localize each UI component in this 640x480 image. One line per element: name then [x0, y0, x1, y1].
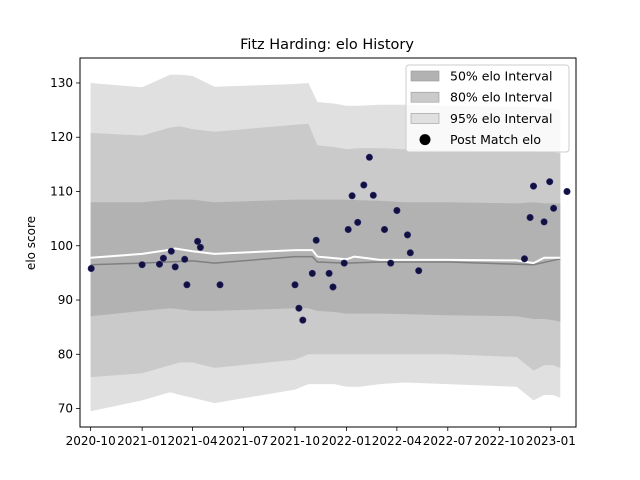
y-tick-label: 90	[58, 293, 73, 307]
data-point	[550, 204, 558, 212]
data-point	[138, 261, 146, 269]
y-tick-label: 80	[58, 347, 73, 361]
x-tick-label: 2022-04	[372, 434, 422, 448]
data-point	[194, 237, 202, 245]
x-tick-label: 2021-01	[117, 434, 167, 448]
data-point	[216, 281, 224, 289]
x-tick-label: 2021-10	[270, 434, 320, 448]
data-point	[369, 191, 377, 199]
data-point	[308, 269, 316, 277]
data-point	[354, 218, 362, 226]
legend-label: 95% elo Interval	[450, 111, 552, 126]
x-tick-label: 2022-07	[423, 434, 473, 448]
data-point	[520, 255, 528, 263]
data-point	[529, 182, 537, 190]
x-tick-label: 2021-07	[218, 434, 268, 448]
data-point	[365, 153, 373, 161]
legend-label: Post Match elo	[450, 132, 541, 147]
data-point	[325, 269, 333, 277]
legend-box	[405, 64, 570, 153]
y-axis-label: elo score	[24, 216, 38, 270]
x-tick-label: 2020-10	[66, 434, 116, 448]
data-point	[167, 247, 175, 255]
band-50	[90, 199, 561, 322]
x-tick-label: 2023-01	[526, 434, 576, 448]
plot-area: 2020-10 2021-01 2021-04 2021-07 2021-10 2022-…	[50, 57, 577, 448]
data-point	[403, 231, 411, 239]
data-point	[393, 207, 401, 215]
data-point	[360, 181, 368, 189]
data-point	[196, 243, 204, 251]
plot-frame	[79, 57, 577, 428]
data-point	[329, 283, 337, 291]
data-point	[415, 267, 423, 275]
data-point	[156, 260, 164, 268]
legend-swatch	[410, 91, 440, 103]
data-point	[406, 249, 414, 257]
data-point	[291, 281, 299, 289]
x-tick-label: 2021-04	[167, 434, 217, 448]
y-tick-label: 100	[50, 239, 73, 253]
legend-swatch	[410, 113, 440, 124]
data-point	[387, 259, 395, 267]
data-point	[171, 263, 179, 271]
data-point	[181, 255, 189, 263]
data-point	[526, 214, 534, 222]
data-point	[87, 264, 95, 272]
data-point	[295, 304, 303, 312]
x-tick-label: 2022-10	[474, 434, 524, 448]
data-point	[344, 226, 352, 234]
median-line	[90, 247, 561, 265]
y-tick-label: 70	[58, 402, 73, 416]
legend: 50% elo Interval 80% elo Interval 95% elo …	[405, 64, 570, 153]
data-point	[159, 254, 167, 262]
y-tick-label: 130	[50, 76, 73, 90]
data-point	[348, 192, 356, 200]
legend-label: 80% elo Interval	[450, 90, 552, 105]
x-tick-label: 2022-01	[321, 434, 371, 448]
legend-swatch	[410, 70, 440, 82]
chart-title: Fitz Harding: elo History	[240, 37, 414, 53]
data-point	[183, 281, 191, 289]
legend-marker	[419, 134, 431, 146]
data-point	[299, 316, 307, 324]
legend-label: 50% elo Interval	[450, 69, 552, 84]
y-tick-label: 120	[50, 130, 73, 144]
data-point	[340, 259, 348, 267]
data-point	[380, 226, 388, 234]
data-point	[540, 218, 548, 226]
y-tick-label: 110	[50, 184, 73, 198]
mean-line	[90, 255, 561, 266]
data-point	[563, 188, 571, 196]
data-point	[546, 178, 554, 186]
data-point	[312, 236, 320, 244]
